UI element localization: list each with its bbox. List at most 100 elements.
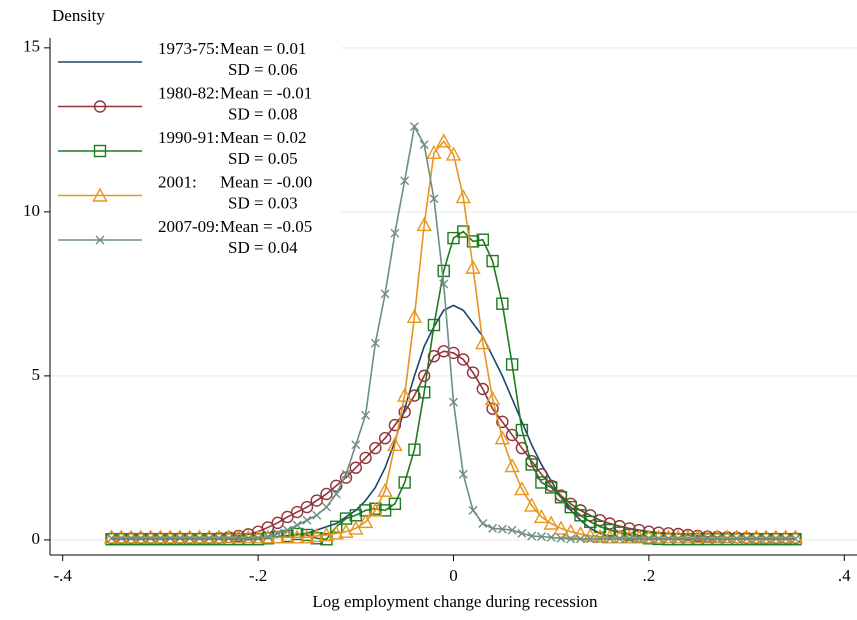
point (535, 468, 548, 481)
point (478, 519, 488, 529)
point (253, 533, 263, 543)
point (357, 513, 374, 529)
point (113, 529, 129, 544)
point (650, 529, 667, 544)
point (523, 497, 540, 512)
point (426, 144, 442, 160)
point (398, 405, 411, 419)
point (370, 338, 380, 348)
point (790, 534, 800, 544)
point (321, 502, 331, 512)
point (230, 529, 247, 544)
legend-sd: SD = 0.04 (228, 238, 298, 257)
y-tick-label: 0 (32, 529, 41, 548)
point (349, 461, 363, 474)
point (380, 289, 390, 299)
y-tick-label: 5 (32, 365, 41, 384)
point (95, 235, 105, 245)
point (224, 533, 234, 543)
point (527, 531, 537, 541)
point (182, 529, 198, 544)
point (312, 510, 322, 520)
point (738, 529, 755, 544)
point (165, 533, 175, 543)
point (396, 387, 413, 402)
point (310, 494, 323, 507)
legend-label: 1990-91: (158, 128, 219, 147)
point (152, 529, 169, 544)
point (455, 189, 471, 204)
point (465, 259, 481, 274)
legend-label: 1980-82: (158, 83, 219, 102)
point (641, 529, 657, 544)
point (484, 390, 501, 406)
point (398, 476, 411, 489)
legend-mean: Mean = -0.01 (220, 83, 312, 102)
point (496, 415, 509, 429)
y-tick-label: 15 (23, 37, 40, 56)
legend-sd: SD = 0.08 (228, 104, 298, 123)
x-tick-label: -.2 (249, 566, 267, 585)
point (654, 534, 664, 544)
point (457, 353, 470, 366)
point (211, 529, 227, 544)
point (751, 534, 761, 544)
point (282, 525, 292, 535)
point (328, 525, 344, 540)
point (732, 534, 742, 544)
point (488, 523, 498, 533)
point (172, 529, 188, 544)
point (447, 231, 460, 245)
point (449, 397, 458, 407)
point (690, 529, 706, 544)
point (468, 505, 478, 515)
point (331, 489, 341, 499)
point (447, 346, 460, 360)
point (406, 308, 423, 324)
series-line (111, 230, 796, 541)
point (624, 534, 634, 544)
point (194, 533, 204, 543)
point (103, 529, 120, 544)
point (543, 515, 559, 530)
point (466, 366, 480, 379)
point (221, 529, 237, 544)
point (605, 534, 615, 544)
point (458, 469, 468, 479)
point (409, 122, 419, 132)
point (290, 527, 304, 541)
point (621, 529, 638, 544)
point (388, 497, 402, 511)
point (709, 529, 725, 544)
x-tick-label: 0 (449, 566, 458, 585)
point (204, 533, 214, 543)
point (748, 529, 765, 544)
point (377, 482, 393, 497)
point (359, 451, 372, 465)
point (250, 529, 266, 544)
point (603, 523, 617, 537)
point (309, 528, 325, 543)
x-tick-label: .4 (838, 566, 851, 585)
point (378, 432, 392, 445)
point (240, 529, 257, 544)
point (505, 358, 519, 371)
point (585, 534, 595, 544)
point (300, 500, 314, 514)
point (563, 523, 579, 538)
point (504, 458, 520, 473)
point (494, 430, 511, 445)
point (660, 529, 677, 544)
point (361, 410, 371, 420)
point (234, 533, 244, 543)
point (116, 533, 126, 543)
point (93, 144, 107, 158)
point (593, 520, 607, 533)
point (136, 533, 146, 543)
series-line (111, 304, 796, 541)
point (93, 100, 107, 113)
legend-sd: SD = 0.03 (228, 193, 298, 212)
point (787, 529, 804, 544)
point (419, 140, 429, 150)
point (271, 516, 284, 530)
